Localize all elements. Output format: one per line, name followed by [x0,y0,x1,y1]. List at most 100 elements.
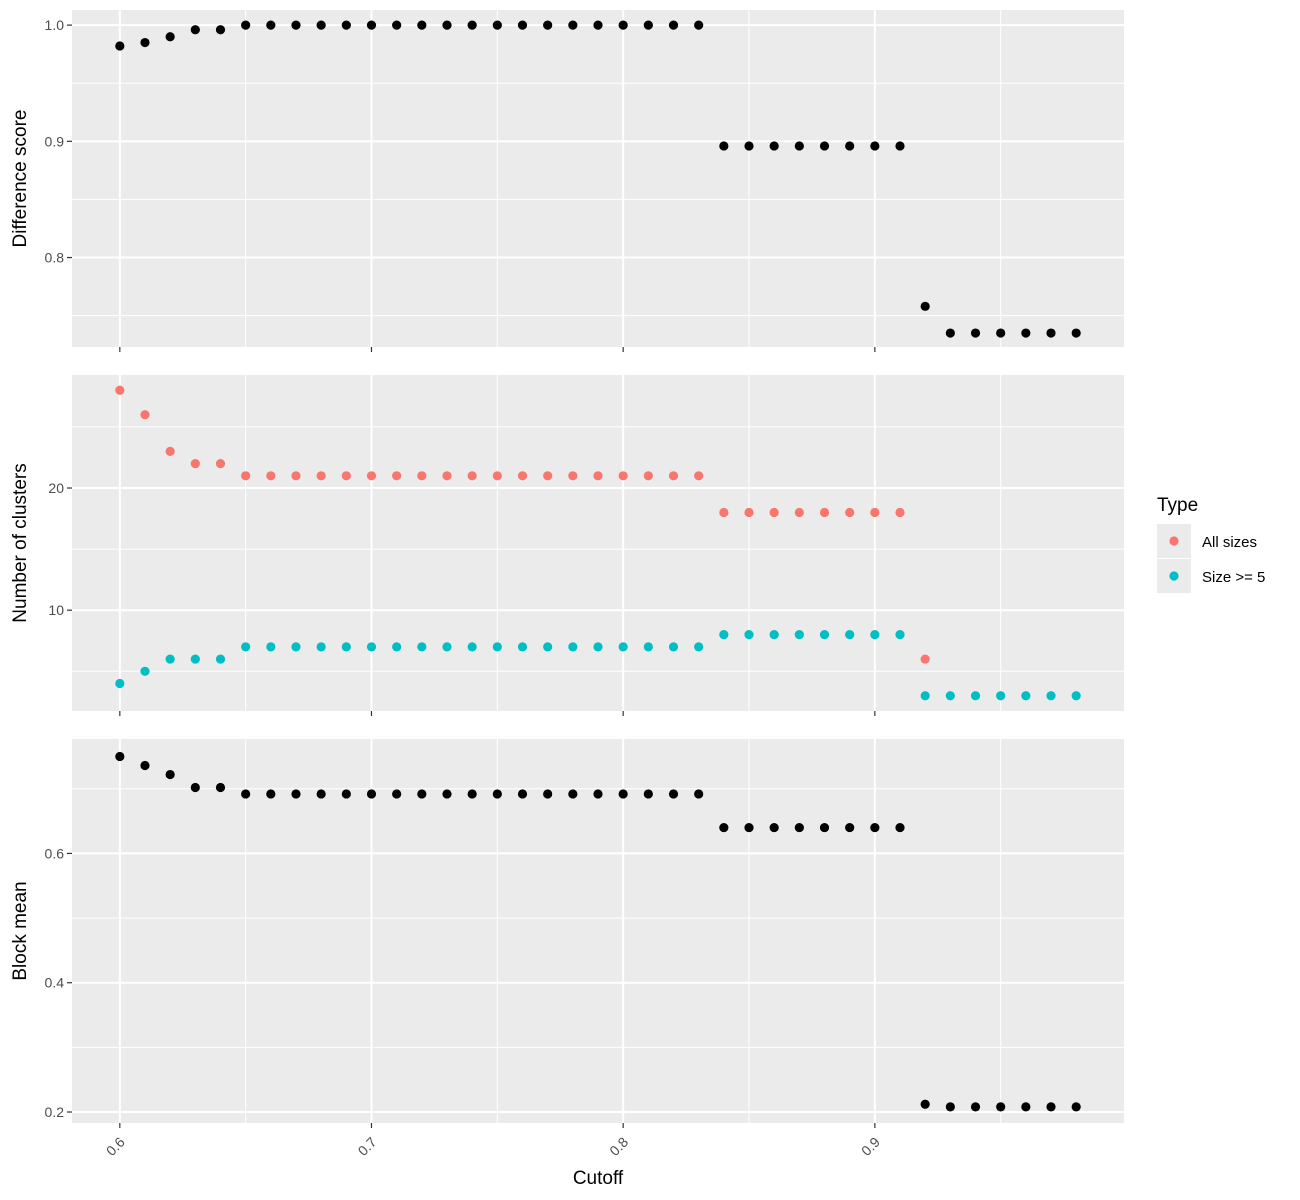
x-tick-label: 0.6 [103,1134,128,1159]
series-all-sizes [115,385,930,664]
data-point [341,20,351,30]
data-point [618,20,628,30]
data-point [266,471,276,481]
x-tick-label: 0.8 [606,1134,631,1159]
series-1 [115,751,1081,1112]
data-point [694,471,704,481]
data-point [643,471,653,481]
legend-title: Type [1157,495,1198,516]
data-point [870,141,880,151]
data-point [392,642,402,652]
data-point [769,507,779,518]
data-point [215,458,226,469]
data-point [165,446,175,456]
data-point [115,678,125,689]
data-point [366,20,377,30]
data-point [341,789,351,799]
data-point [668,642,679,652]
data-point [568,20,578,30]
data-point [442,20,452,30]
data-point [996,691,1006,701]
legend-item: Size >= 5 [1157,559,1265,593]
panel-background [72,10,1124,347]
data-point [492,642,502,652]
data-point [769,630,779,640]
data-point [593,471,603,481]
data-point [241,789,251,799]
data-point [920,691,930,701]
data-point [492,20,502,30]
data-point [291,642,301,652]
data-point [316,789,326,799]
data-point [996,328,1006,338]
data-point [845,630,855,640]
data-point [417,20,427,30]
data-point [190,654,200,664]
y-axis-title: Difference score [10,110,31,248]
data-point [694,789,704,799]
data-point [1021,1102,1031,1112]
data-point [945,1102,955,1112]
data-point [316,642,326,652]
data-point [266,789,276,799]
data-point [517,642,528,652]
data-point [543,471,553,481]
data-point [140,666,150,676]
panel-background [72,739,1124,1123]
data-point [316,20,326,30]
data-point [895,141,905,151]
data-point [744,630,754,640]
data-point [140,37,150,48]
data-point [215,25,226,35]
data-point [215,782,226,793]
data-point [643,20,653,30]
data-point [593,20,603,30]
data-point [165,654,175,664]
data-point [794,822,804,833]
data-point [517,20,528,30]
data-point [341,471,351,481]
data-point [1071,1102,1081,1112]
data-point [467,642,477,652]
data-point [895,630,905,640]
data-point [517,789,528,799]
data-point [1046,328,1056,338]
data-point [719,141,729,151]
series-size-5 [115,630,1081,701]
data-point [794,507,804,518]
data-point [996,1102,1006,1112]
data-point [517,471,528,481]
data-point [442,642,452,652]
data-point [719,507,729,518]
panel-1: 0.8 0.9 1.0 Difference score [10,10,1124,352]
data-point [618,471,628,481]
legend-marker [1169,536,1179,546]
data-point [870,630,880,640]
data-point [392,471,402,481]
y-axis-title: Number of clusters [10,463,31,622]
data-point [819,630,830,640]
panel-background [72,375,1124,711]
y-tick-label: 10 [48,602,64,618]
y-tick-label: 0.8 [45,250,65,266]
panel-3: 0.2 0.4 0.6 Block mean [10,739,1124,1128]
x-tick-label: 0.7 [355,1134,380,1159]
data-point [945,691,955,701]
data-point [291,471,301,481]
data-point [920,301,930,311]
data-point [543,789,553,799]
data-point [442,789,452,799]
data-point [115,751,125,762]
data-point [492,471,502,481]
data-point [266,20,276,30]
data-point [366,789,377,799]
data-point [970,1102,981,1112]
data-point [366,642,377,652]
y-tick-label: 0.4 [45,975,65,991]
data-point [845,507,855,518]
data-point [190,782,200,793]
data-point [467,20,477,30]
data-point [593,642,603,652]
data-point [241,642,251,652]
data-point [794,630,804,640]
